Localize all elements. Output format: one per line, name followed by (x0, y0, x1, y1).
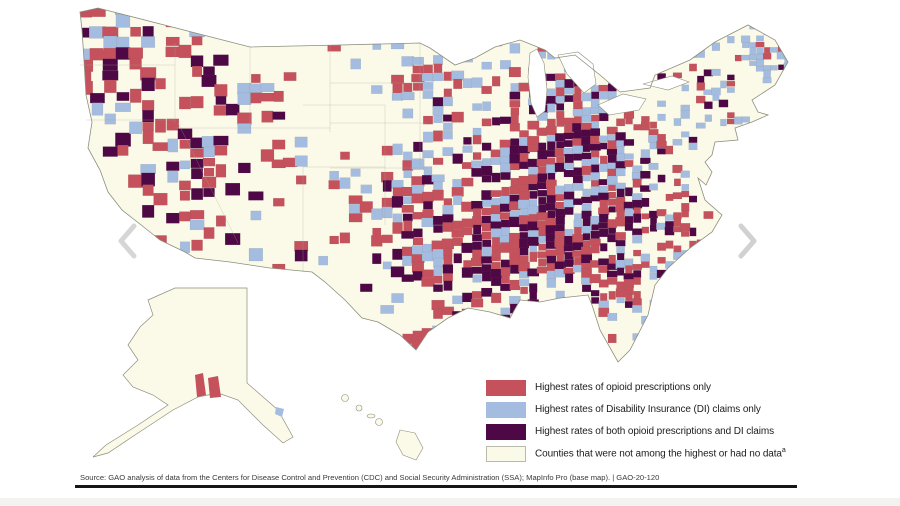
state-borders (80, 43, 428, 272)
mainland-border (79, 7, 789, 363)
chevron-right-icon (738, 223, 757, 259)
legend-swatch-both (486, 423, 526, 440)
alaska-colored-counties (195, 373, 284, 417)
legend-item: Highest rates of opioid prescriptions on… (486, 379, 786, 396)
carousel-prev-button[interactable] (116, 222, 142, 260)
legend-swatch-opioid_only (486, 379, 526, 396)
great-lakes (527, 48, 690, 118)
map-legend: Highest rates of opioid prescriptions on… (486, 379, 786, 462)
legend-label: Counties that were not among the highest… (535, 447, 786, 460)
legend-label: Highest rates of Disability Insurance (D… (535, 404, 761, 415)
us-county-map (79, 7, 789, 461)
source-divider-rule (75, 485, 797, 488)
bottom-strip (0, 498, 900, 506)
legend-swatch-di_only (486, 401, 526, 418)
legend-item: Highest rates of Disability Insurance (D… (486, 401, 786, 418)
source-note: Source: GAO analysis of data from the Ce… (80, 473, 660, 482)
legend-label: Highest rates of opioid prescriptions on… (535, 382, 711, 393)
legend-label: Highest rates of both opioid prescriptio… (535, 426, 774, 437)
alaska-outline (92, 287, 294, 458)
legend-item: Counties that were not among the highest… (486, 445, 786, 462)
carousel-next-button[interactable] (733, 222, 759, 260)
legend-swatch-none (486, 445, 526, 462)
footnote-superscript: a (781, 447, 786, 455)
hawaii-islands (341, 394, 424, 461)
chevron-left-icon (118, 223, 137, 259)
legend-item: Highest rates of both opioid prescriptio… (486, 423, 786, 440)
